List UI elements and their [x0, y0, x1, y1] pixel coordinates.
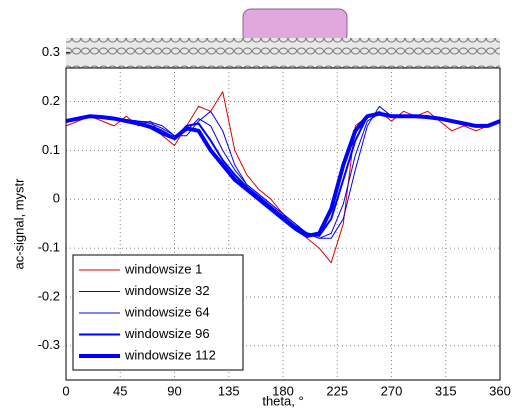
legend-label: windowsize 112 — [124, 347, 216, 362]
x-tick-label: 180 — [272, 383, 294, 398]
y-tick-label: 0.1 — [42, 142, 60, 157]
y-axis-label: ac-signal, mystr — [11, 178, 26, 270]
coil-strip — [66, 38, 500, 68]
x-tick-label: 360 — [489, 383, 511, 398]
series-line — [65, 111, 501, 238]
sample-block — [242, 8, 348, 44]
x-tick-label: 45 — [113, 383, 127, 398]
y-tick-label: 0.2 — [42, 93, 60, 108]
y-tick-label: -0.2 — [38, 288, 60, 303]
y-tick-label: 0.3 — [42, 44, 60, 59]
x-tick-label: 270 — [381, 383, 403, 398]
legend-label: windowsize 64 — [124, 304, 210, 319]
x-tick-label: 315 — [435, 383, 457, 398]
x-tick-label: 90 — [167, 383, 181, 398]
x-tick-label: 0 — [62, 383, 69, 398]
legend-label: windowsize 96 — [124, 326, 210, 341]
x-tick-label: 135 — [218, 383, 240, 398]
y-tick-label: 0 — [53, 191, 60, 206]
legend-label: windowsize 1 — [124, 261, 202, 276]
x-axis-label: theta, ° — [262, 393, 303, 408]
x-tick-label: 225 — [326, 383, 348, 398]
y-tick-label: -0.1 — [38, 240, 60, 255]
y-tick-label: -0.3 — [38, 337, 60, 352]
legend-label: windowsize 32 — [124, 283, 210, 298]
plot-frame — [65, 67, 501, 381]
